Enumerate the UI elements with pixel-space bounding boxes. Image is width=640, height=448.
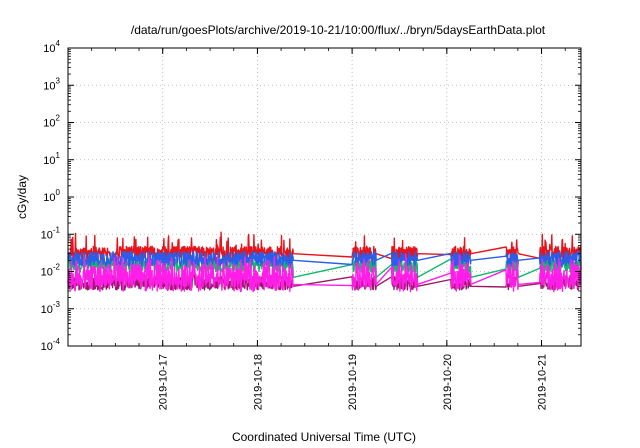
x-tick-label: 2019-10-18 (252, 354, 264, 410)
y-tick-exponent: -3 (53, 300, 61, 309)
x-axis-title: Coordinated Universal Time (UTC) (232, 430, 416, 444)
y-tick-base: 10 (43, 80, 55, 92)
x-tick-label: 2019-10-21 (537, 354, 549, 410)
y-tick-base: 10 (43, 192, 55, 204)
y-tick-exponent: -2 (53, 263, 61, 272)
y-tick-exponent: 2 (56, 114, 61, 123)
series-line (67, 253, 582, 293)
y-axis-title: cGy/day (15, 175, 29, 219)
y-tick-label: 101 (43, 151, 60, 167)
y-tick-label: 10-4 (41, 337, 61, 353)
y-tick-exponent: 3 (56, 76, 61, 85)
x-tick-label: 2019-10-17 (158, 354, 170, 410)
y-tick-label: 10-2 (41, 263, 61, 279)
x-tick-label: 2019-10-20 (442, 354, 454, 410)
series-line (67, 250, 582, 267)
y-tick-label: 102 (43, 114, 60, 130)
y-tick-base: 10 (41, 304, 53, 316)
y-tick-base: 10 (43, 118, 55, 130)
y-tick-base: 10 (43, 155, 55, 167)
y-tick-base: 10 (43, 43, 55, 55)
y-tick-label: 103 (43, 76, 60, 92)
series-group (67, 231, 582, 293)
y-tick-label: 104 (43, 39, 60, 55)
x-tick-label: 2019-10-19 (347, 354, 359, 410)
y-tick-exponent: 1 (56, 151, 61, 160)
axis-ticks (67, 47, 581, 347)
y-tick-label: 100 (43, 188, 60, 204)
y-tick-exponent: -4 (53, 337, 61, 346)
y-tick-base: 10 (41, 229, 53, 241)
y-tick-base: 10 (41, 341, 53, 353)
y-tick-exponent: 4 (56, 39, 61, 48)
y-tick-label: 10-1 (41, 225, 61, 241)
y-tick-base: 10 (41, 267, 53, 279)
chart-title: /data/run/goesPlots/archive/2019-10-21/1… (131, 23, 546, 37)
y-tick-exponent: 0 (56, 188, 61, 197)
grid (68, 48, 581, 346)
y-tick-exponent: -1 (53, 225, 61, 234)
x-tick-labels: 2019-10-17 2019-10-18 2019-10-19 2019-10-20… (158, 354, 549, 410)
y-tick-label: 10-3 (41, 300, 61, 316)
